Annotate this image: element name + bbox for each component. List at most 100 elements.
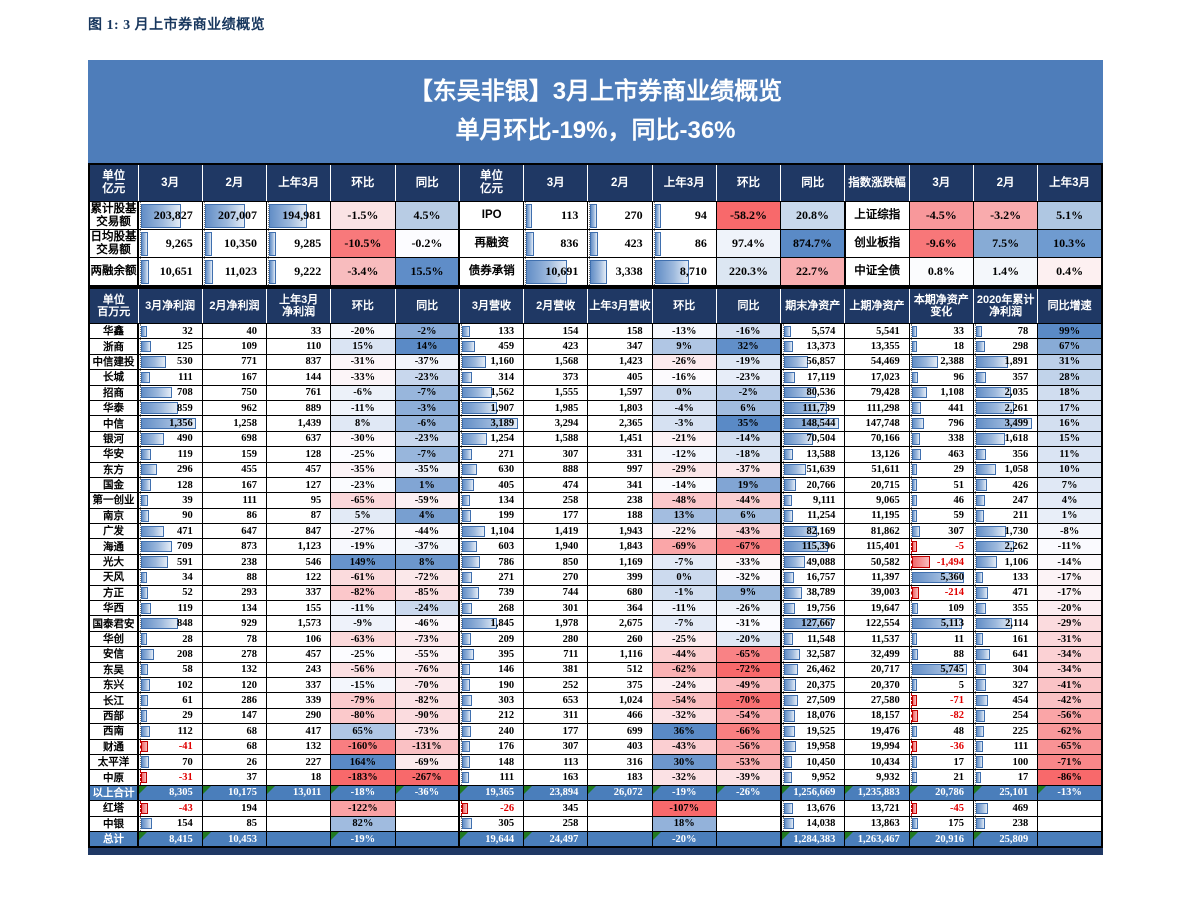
data-cell: 188 (587, 507, 653, 525)
data-cell: 474 (523, 476, 589, 494)
data-cell: 30% (651, 753, 717, 771)
data-cell: -122% (330, 800, 396, 817)
data-cell: -31% (330, 353, 396, 371)
data-cell: -41 (137, 738, 203, 755)
data-cell: 158 (587, 322, 653, 340)
data-cell: -66% (715, 723, 782, 740)
data-cell: 1,730 (972, 523, 1039, 540)
data-cell: 203,827 (137, 201, 203, 230)
data-cell: 744 (523, 584, 589, 602)
broker-row: 海通 709 873 1,123 -19% -37% 603 1,940 1,843 -69% -6… (88, 538, 1103, 555)
row-label: 光大 (88, 553, 139, 571)
data-cell: 417 (266, 723, 332, 740)
data-cell: 209 (458, 630, 525, 648)
data-cell: 20.8% (780, 201, 846, 230)
row-label: 红塔 (88, 800, 139, 817)
data-cell: 20,370 (844, 676, 910, 694)
data-cell: -73% (394, 723, 461, 740)
data-cell: 115,401 (844, 538, 910, 555)
data-cell: 125 (137, 338, 203, 355)
data-cell: -44% (394, 523, 461, 540)
data-cell: 80,536 (780, 384, 846, 401)
data-cell: 194 (201, 800, 268, 817)
header-cell: 3月净利润 (138, 288, 203, 324)
data-cell: -26% (715, 784, 782, 802)
data-cell: 5,541 (844, 322, 910, 340)
data-cell: 293 (201, 584, 268, 602)
data-cell: 111 (201, 492, 268, 509)
data-cell: 1,169 (587, 553, 653, 571)
data-cell: 183 (587, 769, 653, 786)
data-cell: -20% (651, 830, 717, 848)
broker-row: 华泰 859 962 889 -11% -3% 1,907 1,985 1,803 -4% 6% 11… (88, 399, 1103, 417)
data-cell: 11 (908, 630, 974, 648)
data-cell: -26% (715, 600, 782, 617)
data-cell: 133 (458, 322, 525, 340)
data-cell: -1% (651, 584, 717, 602)
table-bottom-bar (88, 848, 1103, 856)
header-row: 单位 百万元 3月净利润 2月净利润 上年3月 净利润 环比 同比 3月营收 2月营收 上年3月… (89, 288, 1103, 324)
data-cell: 345 (523, 800, 589, 817)
data-cell: 119 (137, 446, 203, 463)
data-cell: 32,587 (780, 646, 846, 663)
data-cell: 423 (523, 338, 589, 355)
data-cell: 5,360 (908, 569, 974, 586)
data-cell: -29% (651, 461, 717, 478)
data-cell: -13% (1037, 784, 1103, 802)
data-cell: 337 (266, 584, 332, 602)
data-cell: 20,375 (780, 676, 846, 694)
data-cell: 19,756 (780, 600, 846, 617)
data-cell: -62% (651, 661, 717, 678)
data-cell: -63% (330, 630, 396, 648)
data-cell: 1,985 (523, 399, 589, 417)
data-cell: -25% (330, 646, 396, 663)
data-cell: -85% (394, 584, 461, 602)
data-cell: 18,157 (844, 707, 910, 725)
data-cell: 314 (458, 369, 525, 386)
data-cell: 10,175 (201, 784, 268, 802)
row-label: 浙商 (88, 338, 139, 355)
data-cell: 128 (266, 446, 332, 463)
row-label: 天风 (88, 569, 139, 586)
data-cell: 94 (651, 201, 717, 230)
data-cell: 441 (908, 399, 974, 417)
data-cell: 1,555 (523, 384, 589, 401)
data-cell: 997 (587, 461, 653, 478)
header-cell: 2月 (202, 164, 268, 202)
data-cell: 270 (523, 569, 589, 586)
data-cell: 252 (523, 676, 589, 694)
row-label: 海通 (88, 538, 139, 555)
data-cell: 78 (201, 630, 268, 648)
data-cell: 26,072 (587, 784, 653, 802)
data-cell: 120 (201, 676, 268, 694)
data-cell: 128 (137, 476, 203, 494)
data-cell: 238 (587, 492, 653, 509)
data-cell: -32% (651, 769, 717, 786)
data-cell: 2,114 (972, 615, 1039, 632)
data-cell: 88 (908, 646, 974, 663)
row-label: 财通 (88, 738, 139, 755)
data-cell: -160% (330, 738, 396, 755)
data-cell: -25% (330, 446, 396, 463)
broker-row: 华西 119 134 155 -11% -24% 268 301 364 -11% -26% 19,7… (88, 600, 1103, 617)
data-cell: -6% (394, 415, 461, 432)
data-cell: 106 (266, 630, 332, 648)
data-cell: 176 (458, 738, 525, 755)
data-cell: 17 (972, 769, 1039, 786)
data-cell: 111,298 (844, 399, 910, 417)
row-label: IPO (458, 201, 525, 230)
data-cell: 0% (651, 384, 717, 401)
data-cell: 13,011 (266, 784, 332, 802)
broker-row: 中银 154 85 82% 305 258 18% 14,038 13,863 175 238 (88, 815, 1103, 832)
data-cell: -37% (394, 538, 461, 555)
data-cell: 10,434 (844, 753, 910, 771)
data-cell: 3,294 (523, 415, 589, 432)
data-cell: -18% (715, 446, 782, 463)
data-cell: -82% (330, 584, 396, 602)
data-cell: -54% (715, 707, 782, 725)
data-cell: 154 (137, 815, 203, 832)
data-cell: 962 (201, 399, 268, 417)
banner-title: 【东吴非银】3月上市券商业绩概览 (408, 78, 783, 105)
data-cell: 11,254 (780, 507, 846, 525)
data-cell: 26 (201, 753, 268, 771)
